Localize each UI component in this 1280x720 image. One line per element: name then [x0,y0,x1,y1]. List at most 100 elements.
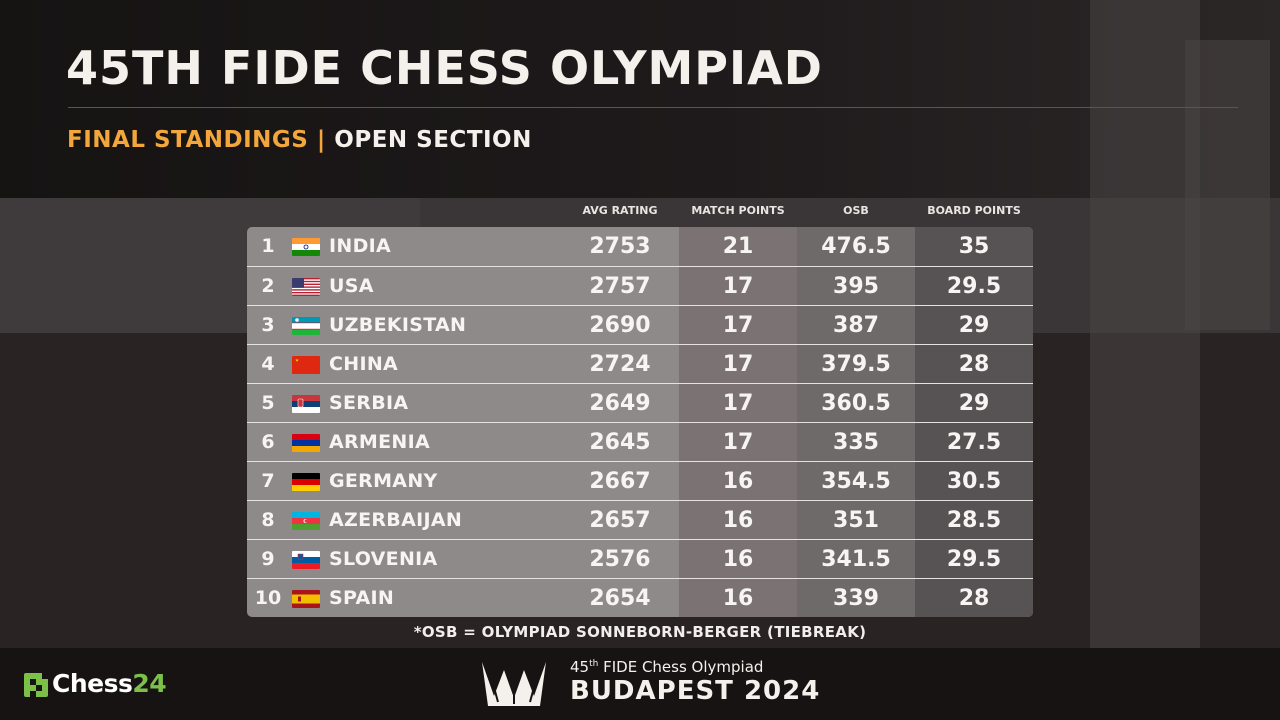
table-row: 9 SLOVENIA 2576 16 341.5 29.5 [247,539,1033,578]
match-points-cell: 16 [722,586,754,611]
board-points-cell: 29 [958,391,990,416]
background-block [1090,0,1200,648]
osb-cell: 354.5 [821,469,891,494]
subtitle-section: OPEN SECTION [334,127,532,153]
board-points-cell: 29.5 [946,547,1002,572]
event-city: BUDAPEST 2024 [570,676,821,706]
footer-background [0,648,1280,720]
board-points-cell: 35 [958,234,990,259]
header-osb: OSB [843,204,869,217]
india-flag-icon [292,238,320,256]
board-points-cell: 30.5 [946,469,1002,494]
osb-cell: 476.5 [821,234,891,259]
osb-cell: 379.5 [821,352,891,377]
country-cell: SERBIA [329,392,409,414]
avg-rating-cell: 2753 [589,234,651,259]
osb-cell: 339 [833,586,879,611]
slovenia-flag-icon [292,551,320,569]
country-cell: INDIA [329,235,392,257]
osb-cell: 335 [833,430,879,455]
avg-rating-cell: 2757 [589,274,651,299]
germany-flag-icon [292,473,320,491]
rank-cell: 6 [261,431,275,453]
subtitle-separator: | [316,127,326,153]
rank-cell: 7 [261,470,275,492]
chess24-logo: Chess24 [24,667,167,699]
rank-cell: 3 [261,314,275,336]
avg-rating-cell: 2690 [589,313,651,338]
match-points-cell: 16 [722,508,754,533]
osb-footnote: *OSB = OLYMPIAD SONNEBORN-BERGER (TIEBRE… [413,623,867,641]
rank-cell: 5 [261,392,275,414]
match-points-cell: 17 [722,352,754,377]
table-row: 1 INDIA 2753 21 476.5 35 [247,227,1033,266]
country-cell: SPAIN [329,587,395,609]
osb-cell: 341.5 [821,547,891,572]
match-points-cell: 16 [722,469,754,494]
country-cell: UZBEKISTAN [329,314,467,336]
match-points-cell: 17 [722,274,754,299]
header-match-points: MATCH POINTS [691,204,785,217]
spain-flag-icon [292,590,320,608]
board-points-cell: 27.5 [946,430,1002,455]
rank-cell: 8 [261,509,275,531]
avg-rating-cell: 2649 [589,391,651,416]
board-points-cell: 28 [958,586,990,611]
standings-table: 1 INDIA 2753 21 476.5 35 2 USA 2757 17 395 29.5 3 UZB… [247,227,1033,617]
country-cell: CHINA [329,353,399,375]
header-board-points: BOARD POINTS [927,204,1021,217]
header-background [0,0,1280,198]
subtitle-standings: FINAL STANDINGS [67,127,309,153]
board-points-cell: 29.5 [946,274,1002,299]
country-cell: SLOVENIA [329,548,438,570]
table-row: 8 AZERBAIJAN 2657 16 351 28.5 [247,500,1033,539]
match-points-cell: 17 [722,391,754,416]
country-cell: ARMENIA [329,431,430,453]
board-points-cell: 28.5 [946,508,1002,533]
match-points-cell: 16 [722,547,754,572]
table-row: 4 CHINA 2724 17 379.5 28 [247,344,1033,383]
page-title: 45TH FIDE CHESS OLYMPIAD [66,41,823,95]
chess24-logo-text: Chess24 [52,668,167,698]
country-cell: GERMANY [329,470,438,492]
usa-flag-icon [292,278,320,296]
uzbekistan-flag-icon [292,317,320,335]
event-name: 45th FIDE Chess Olympiad [570,658,764,676]
osb-cell: 395 [833,274,879,299]
title-divider [68,107,1238,108]
table-row: 7 GERMANY 2667 16 354.5 30.5 [247,461,1033,500]
osb-cell: 351 [833,508,879,533]
armenia-flag-icon [292,434,320,452]
avg-rating-cell: 2654 [589,586,651,611]
azerbaijan-flag-icon [292,512,320,530]
country-cell: AZERBAIJAN [329,509,463,531]
match-points-cell: 17 [722,313,754,338]
rank-cell: 10 [254,587,282,609]
background-block [1185,40,1270,330]
rank-cell: 2 [261,275,275,297]
osb-cell: 360.5 [821,391,891,416]
serbia-flag-icon [292,395,320,413]
rank-cell: 4 [261,353,275,375]
crown-icon [478,656,550,712]
page-subtitle: FINAL STANDINGS | OPEN SECTION [67,124,532,156]
rank-cell: 9 [261,548,275,570]
match-points-cell: 21 [722,234,754,259]
avg-rating-cell: 2667 [589,469,651,494]
rank-cell: 1 [261,235,275,257]
table-row: 6 ARMENIA 2645 17 335 27.5 [247,422,1033,461]
header-avg-rating: AVG RATING [582,204,658,217]
table-row: 10 SPAIN 2654 16 339 28 [247,578,1033,617]
table-row: 5 SERBIA 2649 17 360.5 29 [247,383,1033,422]
avg-rating-cell: 2645 [589,430,651,455]
avg-rating-cell: 2657 [589,508,651,533]
country-cell: USA [329,275,374,297]
avg-rating-cell: 2576 [589,547,651,572]
table-row: 3 UZBEKISTAN 2690 17 387 29 [247,305,1033,344]
board-points-cell: 28 [958,352,990,377]
osb-cell: 387 [833,313,879,338]
chess24-logo-icon [24,669,50,697]
china-flag-icon [292,356,320,374]
table-row: 2 USA 2757 17 395 29.5 [247,266,1033,305]
board-points-cell: 29 [958,313,990,338]
